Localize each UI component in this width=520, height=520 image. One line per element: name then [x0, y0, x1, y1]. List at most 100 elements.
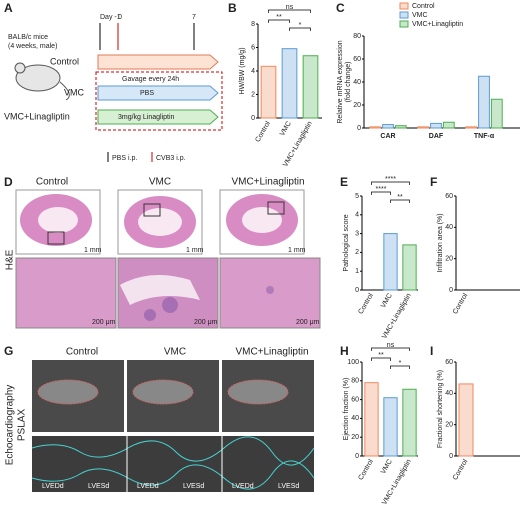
significance-label: ns	[286, 4, 294, 11]
view-label: PSLAX	[17, 409, 28, 442]
scale-label: 1 mm	[84, 247, 102, 254]
gavage-box	[95, 71, 223, 131]
m-mode-trace	[31, 460, 315, 490]
bar	[281, 48, 298, 119]
bar	[490, 98, 503, 129]
y-tick-label: 4	[355, 212, 359, 219]
zoom-box	[47, 231, 65, 245]
y-tick-label: 8	[251, 21, 255, 28]
panel-letter: G	[4, 344, 13, 358]
significance-label: ****	[376, 186, 387, 193]
scale-label: 200 μm	[194, 319, 218, 326]
significance-label: ****	[385, 176, 396, 183]
y-tick-label: 40	[445, 390, 453, 397]
day-label: 7	[192, 14, 196, 21]
y-axis-label: Fractional shortening (%)	[437, 370, 444, 448]
significance-bracket	[371, 347, 410, 351]
significance-label: **	[276, 14, 282, 21]
infiltrate	[266, 286, 274, 294]
y-tick-label: 60	[445, 193, 453, 200]
x-tick-label: DAF	[429, 133, 444, 140]
bar	[394, 125, 407, 129]
y-axis-label: (fold change)	[345, 62, 352, 103]
group-label: VMC+Linagliptin	[4, 111, 70, 121]
infiltrate	[144, 309, 156, 321]
zoom-box	[267, 201, 285, 215]
measure-label: LVEDd	[137, 483, 159, 490]
ventricle	[38, 207, 78, 233]
group-arrow	[97, 54, 219, 70]
panel-letter: H	[340, 344, 349, 358]
significance-label: **	[397, 194, 403, 201]
significance-bracket	[268, 9, 311, 13]
y-axis-label: Infiltration area (%)	[437, 213, 444, 272]
significance-label: *	[299, 22, 302, 29]
group-arrow	[97, 85, 219, 101]
bar	[478, 75, 490, 129]
method-label: Echocardiography	[5, 385, 16, 466]
histology: Control VMC VMC+Linagliptin H&E 1 mm 1 m…	[5, 177, 321, 329]
y-tick-label: 1	[355, 268, 359, 275]
day-label: Day -1	[100, 14, 121, 21]
tissue-gap	[120, 275, 200, 305]
panel-letter: C	[336, 1, 345, 15]
y-tick-label: 4	[251, 68, 255, 75]
bar	[369, 126, 382, 129]
mouse-tail	[59, 81, 70, 101]
y-tick-label: 40	[445, 224, 453, 231]
group-label: Control	[36, 177, 68, 188]
y-tick-label: 20	[445, 256, 453, 263]
heart-outline	[227, 379, 289, 405]
infiltrate	[162, 297, 178, 313]
y-tick-label: 100	[347, 359, 359, 366]
y-tick-label: 80	[351, 378, 359, 385]
significance-bracket	[390, 365, 410, 369]
scale-label: 1 mm	[288, 247, 306, 254]
group-arrow	[97, 109, 219, 125]
heart-outline	[132, 379, 194, 405]
y-axis-label: HW/BW (mg/g)	[239, 47, 246, 94]
bar	[402, 244, 417, 291]
y-tick-label: 80	[353, 33, 361, 40]
measure-label: LVEDd	[42, 483, 64, 490]
bar	[260, 65, 277, 119]
y-axis-label: Ejection fraction (%)	[343, 378, 350, 441]
x-tick-label: TNF-α	[474, 133, 495, 140]
panel-letter: I	[430, 344, 433, 358]
y-tick-label: 2	[251, 91, 255, 98]
bar	[383, 233, 398, 291]
y-tick-label: 40	[351, 415, 359, 422]
y-tick-label: 0	[355, 453, 359, 460]
panel-letter: D	[4, 175, 13, 189]
bar	[430, 122, 442, 129]
treatment-label: 3mg/kg Linagliptin	[118, 114, 175, 121]
scale-label: 200 μm	[92, 319, 116, 326]
y-tick-label: 60	[353, 56, 361, 63]
y-axis-label: Relative mRNA expression	[337, 40, 344, 123]
y-tick-label: 20	[351, 434, 359, 441]
legend-swatch	[399, 11, 409, 19]
y-tick-label: 60	[445, 359, 453, 366]
ventricle	[242, 207, 282, 233]
bar	[364, 382, 379, 457]
panel-letter: F	[430, 175, 437, 189]
x-tick-label: CAR	[380, 133, 395, 140]
stain-label: H&E	[5, 249, 16, 270]
legend-label: CVB3 i.p.	[156, 155, 186, 162]
y-tick-label: 0	[449, 287, 453, 294]
group-label: VMC+Linagliptin	[235, 347, 308, 358]
bar	[382, 124, 394, 129]
group-label: Control	[66, 347, 98, 358]
ventricle	[138, 208, 182, 236]
group-label: Control	[50, 56, 79, 66]
heart-outline	[37, 379, 99, 405]
significance-label: ns	[387, 342, 395, 349]
schematic: BALB/c mice (4 weeks, male) Day -1 0 7 C…	[4, 14, 223, 162]
bar	[417, 126, 430, 129]
measure-label: LVESd	[183, 483, 204, 490]
significance-bracket	[268, 19, 290, 23]
y-axis-label: Pathological score	[343, 214, 350, 271]
bar	[465, 126, 478, 129]
measure-label: LVESd	[278, 483, 299, 490]
y-tick-label: 0	[355, 287, 359, 294]
